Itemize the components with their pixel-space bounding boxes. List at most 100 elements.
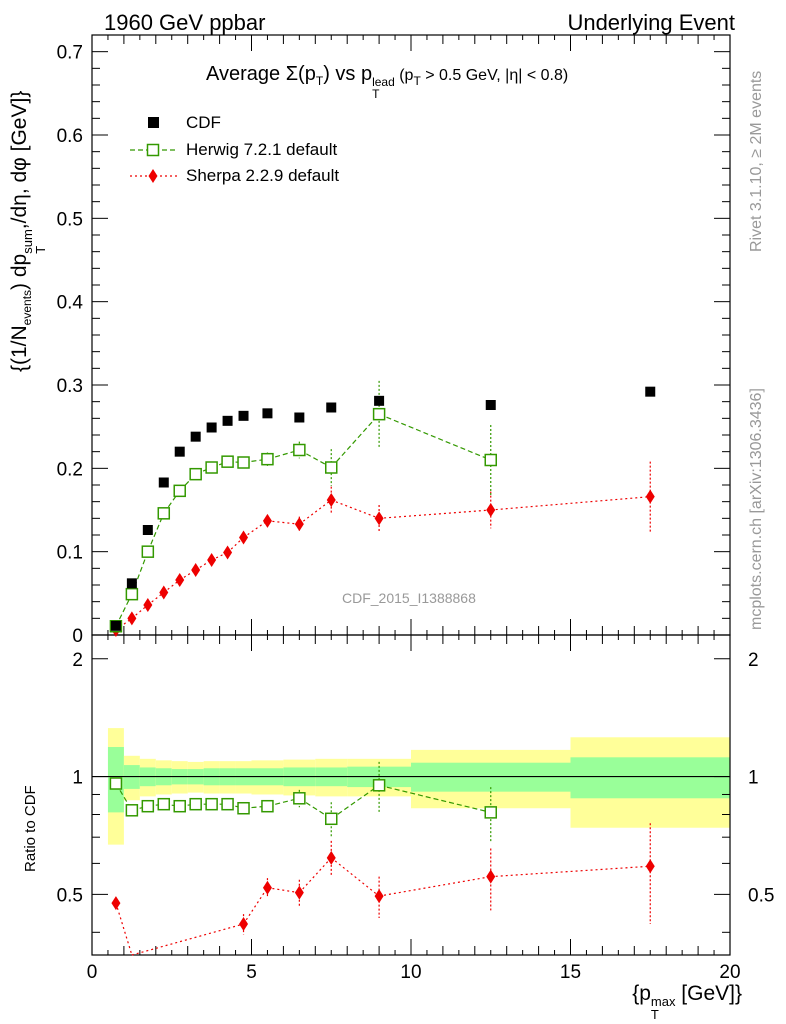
sherpa-ratio-marker <box>262 880 272 895</box>
sherpa-line <box>243 520 268 538</box>
herwig-line <box>115 593 133 627</box>
cdf-marker <box>238 410 249 421</box>
cdf-marker <box>485 400 496 410</box>
herwig-ratio-marker <box>261 799 274 813</box>
herwig-marker <box>325 461 338 474</box>
ratio-y-tick-label: 2 <box>72 650 83 671</box>
x-tick-label: 15 <box>560 962 581 983</box>
sherpa-ratio-marker <box>326 850 336 865</box>
herwig-marker <box>237 456 250 469</box>
x-tick-label: 20 <box>719 962 740 983</box>
y-tick-label: 0.6 <box>57 126 83 147</box>
sherpa-marker <box>223 545 233 560</box>
analysis-id: CDF_2015_I1388868 <box>342 590 476 606</box>
sherpa-line <box>298 499 332 525</box>
sherpa-line <box>267 520 300 525</box>
herwig-marker <box>173 484 186 498</box>
herwig-ratio-marker <box>189 797 202 811</box>
herwig-ratio-marker <box>205 797 218 811</box>
sherpa-line <box>331 499 380 519</box>
sherpa-ratio-line <box>330 857 380 897</box>
x-tick-label: 0 <box>87 962 98 983</box>
sherpa-line <box>490 496 651 511</box>
y-tick-label: 0 <box>72 626 83 647</box>
sherpa-marker <box>262 513 272 528</box>
ratio-band-inner <box>411 762 571 792</box>
x-axis-label: {p max T [GeV]} <box>632 982 742 1022</box>
sherpa-marker <box>374 511 384 526</box>
herwig-marker <box>372 407 386 421</box>
sherpa-ratio-line <box>267 887 300 894</box>
y-tick-label: 0.5 <box>57 209 83 230</box>
sherpa-marker <box>239 530 249 545</box>
legend-label-herwig: Herwig 7.2.1 default <box>186 140 338 159</box>
sherpa-marker <box>159 585 169 600</box>
sherpa-line <box>227 537 244 553</box>
herwig-ratio-line <box>378 784 491 813</box>
ratio-y-tick-label-right: 2 <box>748 650 759 671</box>
process-label: Underlying Event <box>567 10 735 35</box>
plot-title: Average Σ(pT) vs p lead T (pT > 0.5 GeV, |… <box>206 63 569 101</box>
cdf-marker <box>222 415 233 426</box>
herwig-ratio-marker <box>325 812 338 826</box>
ratio-band-inner <box>570 757 730 799</box>
sherpa-ratio-marker <box>111 896 121 911</box>
y-tick-label: 0.2 <box>57 459 83 480</box>
herwig-ratio-marker <box>141 799 155 813</box>
cdf-marker <box>206 422 217 433</box>
sherpa-marker <box>207 553 217 567</box>
herwig-line <box>147 513 165 552</box>
sherpa-line <box>131 604 149 619</box>
y-tick-label: 0.7 <box>57 43 83 64</box>
herwig-ratio-marker <box>484 806 497 819</box>
ratio-y-tick-label: 1 <box>72 768 83 789</box>
cdf-marker <box>294 412 305 423</box>
sherpa-marker <box>143 598 153 612</box>
herwig-ratio-marker <box>221 797 234 811</box>
sherpa-ratio-marker <box>374 889 384 904</box>
cdf-marker <box>262 408 273 419</box>
cdf-marker <box>158 477 169 488</box>
herwig-ratio-marker <box>237 801 250 815</box>
ratio-y-tick-label-right: 0.5 <box>748 885 774 906</box>
y-tick-label: 0.3 <box>57 376 83 397</box>
sherpa-ratio-line <box>115 902 133 956</box>
herwig-line <box>378 413 491 461</box>
x-tick-label: 5 <box>246 962 257 983</box>
herwig-marker <box>221 455 234 468</box>
cdf-marker <box>326 402 337 413</box>
cdf-marker <box>190 431 201 442</box>
sherpa-marker <box>486 503 496 517</box>
herwig-marker <box>261 452 274 466</box>
herwig-ratio-marker <box>125 804 139 817</box>
sherpa-ratio-line <box>298 857 332 894</box>
sherpa-ratio-line <box>243 887 268 925</box>
y-axis-label: {(1/Nevents) dp sum T ,/dη, dφ [GeV]} <box>8 90 48 372</box>
legend-marker-cdf <box>148 117 159 128</box>
cdf-marker <box>110 620 121 631</box>
sherpa-marker <box>645 489 655 504</box>
herwig-ratio-marker <box>109 777 123 790</box>
sherpa-ratio-marker <box>239 917 249 932</box>
herwig-marker <box>484 453 497 467</box>
cdf-marker <box>645 386 656 397</box>
sherpa-marker <box>175 573 185 587</box>
sherpa-line <box>379 509 491 519</box>
beam-label: 1960 GeV ppbar <box>104 10 266 35</box>
herwig-marker <box>189 467 202 481</box>
sherpa-ratio-line <box>378 876 491 897</box>
herwig-ratio-line <box>299 797 332 820</box>
herwig-ratio-marker <box>372 779 386 792</box>
herwig-ratio-marker <box>157 797 171 811</box>
legend-label-cdf: CDF <box>186 113 221 132</box>
sherpa-ratio-marker <box>645 859 655 874</box>
sherpa-ratio-line <box>490 865 651 878</box>
herwig-marker <box>293 443 306 457</box>
herwig-ratio-marker <box>173 799 186 813</box>
mcplots-info: mcplots.cern.ch [arXiv:1306.3436] <box>748 388 765 630</box>
legend-marker-herwig <box>146 143 160 157</box>
legend-label-sherpa: Sherpa 2.2.9 default <box>186 166 340 185</box>
herwig-line <box>299 449 332 469</box>
rivet-info: Rivet 3.1.10, ≥ 2M events <box>748 70 765 252</box>
